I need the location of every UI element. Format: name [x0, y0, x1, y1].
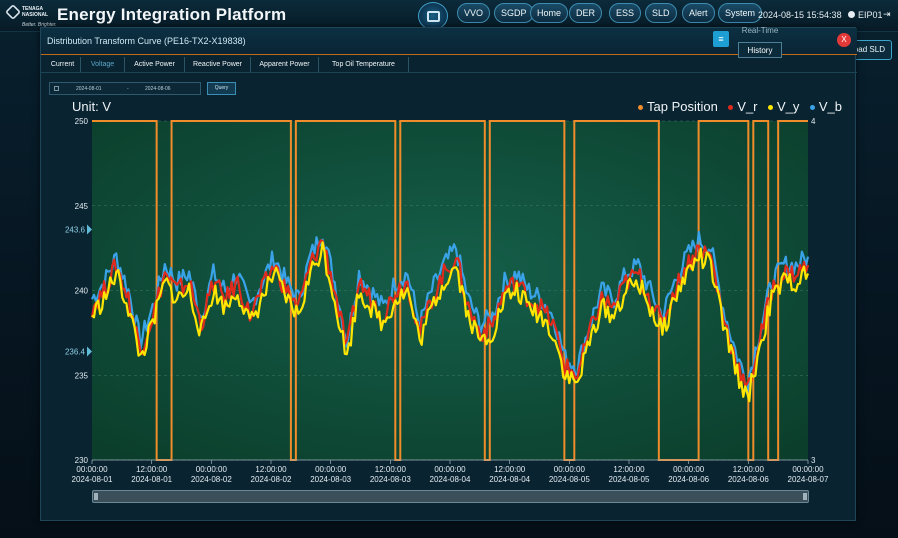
- x-tick-time: 12:00:00: [136, 465, 168, 474]
- date-start[interactable]: 2024-08-01: [76, 86, 102, 92]
- tab-divider: [41, 72, 857, 73]
- load-sld-button[interactable]: Load SLD: [846, 40, 892, 60]
- legend-v-r[interactable]: V_r: [728, 99, 758, 114]
- x-tick-time: 12:00:00: [255, 465, 287, 474]
- date-range-picker[interactable]: 2024-08-01 - 2024-08-06: [49, 82, 201, 95]
- y-marker-arrow: [87, 346, 92, 357]
- x-tick-time: 12:00:00: [375, 465, 407, 474]
- nav-home[interactable]: Home: [530, 3, 569, 23]
- series-v-y: [91, 241, 810, 403]
- legend-v-y[interactable]: V_y: [767, 99, 799, 114]
- x-tick-date: 2024-08-01: [131, 475, 172, 484]
- tab-active-power[interactable]: Active Power: [125, 57, 185, 72]
- app-title: Energy Integration Platform: [57, 5, 287, 24]
- voltage-chart: 23023524024525034243.6236.400:00:002024-…: [65, 117, 829, 484]
- x-tick-date: 2024-08-06: [668, 475, 709, 484]
- x-tick-time: 00:00:00: [434, 465, 466, 474]
- y-marker-arrow: [87, 224, 92, 235]
- x-tick-date: 2024-08-03: [370, 475, 411, 484]
- x-tick-time: 12:00:00: [733, 465, 765, 474]
- tab-apparent-power[interactable]: Apparent Power: [251, 57, 319, 72]
- logo-tagline: Better. Brighter.: [22, 22, 57, 28]
- zoom-handle-left[interactable]: [94, 493, 98, 500]
- x-tick-time: 12:00:00: [613, 465, 645, 474]
- close-button[interactable]: X: [837, 33, 851, 47]
- dialog-header: Distribution Transform Curve (PE16-TX2-X…: [41, 28, 857, 55]
- x-tick-time: 00:00:00: [673, 465, 705, 474]
- dialog-title: Distribution Transform Curve (PE16-TX2-X…: [47, 36, 246, 46]
- logo-text: TENAGA NASIONAL: [22, 6, 49, 18]
- x-tick-date: 2024-08-07: [788, 475, 829, 484]
- nav-hub-icon[interactable]: [418, 2, 448, 30]
- x-tick-time: 00:00:00: [196, 465, 228, 474]
- calendar-icon: [54, 86, 59, 91]
- x-tick-date: 2024-08-03: [310, 475, 351, 484]
- tab-current[interactable]: Current: [45, 57, 81, 72]
- x-tick-time: 12:00:00: [494, 465, 526, 474]
- user-name: EIP01: [858, 10, 883, 20]
- y-tick-label: 245: [75, 202, 89, 211]
- y-marker-label: 236.4: [65, 348, 86, 357]
- y-right-tick-label: 4: [811, 117, 816, 126]
- logout-icon[interactable]: ⇥: [883, 9, 891, 19]
- y-tick-label: 235: [75, 371, 89, 380]
- logo-mark-icon: [5, 4, 21, 20]
- x-tick-time: 00:00:00: [76, 465, 108, 474]
- nav-vvo[interactable]: VVO: [457, 3, 491, 23]
- chart-legend: Tap Position V_r V_y V_b: [638, 98, 848, 114]
- nav-der[interactable]: DER: [569, 3, 603, 23]
- menu-icon[interactable]: ≡: [713, 31, 729, 47]
- mode-option-realtime[interactable]: Real-Time: [741, 26, 779, 35]
- date-end[interactable]: 2024-08-06: [145, 86, 171, 92]
- zoom-scrollbar[interactable]: [92, 490, 809, 503]
- x-tick-time: 00:00:00: [315, 465, 347, 474]
- x-tick-date: 2024-08-04: [430, 475, 471, 484]
- query-button[interactable]: Query: [207, 82, 236, 95]
- x-tick-time: 00:00:00: [792, 465, 824, 474]
- nav-sgdp[interactable]: SGDP: [494, 3, 534, 23]
- legend-v-b[interactable]: V_b: [809, 99, 842, 114]
- x-tick-date: 2024-08-06: [728, 475, 769, 484]
- tab-voltage[interactable]: Voltage: [81, 57, 125, 72]
- nav-sld[interactable]: SLD: [645, 3, 677, 23]
- curve-dialog: Distribution Transform Curve (PE16-TX2-X…: [40, 24, 857, 521]
- series-tap-position: [92, 120, 808, 461]
- user-icon: [848, 11, 855, 18]
- company-logo: TENAGA NASIONAL Better. Brighter.: [4, 3, 57, 31]
- y-tick-label: 240: [75, 287, 89, 296]
- user-menu[interactable]: EIP01: [848, 10, 883, 20]
- series-v-r: [90, 239, 810, 388]
- x-tick-date: 2024-08-05: [549, 475, 590, 484]
- x-tick-date: 2024-08-01: [72, 475, 113, 484]
- legend-tap-position[interactable]: Tap Position: [638, 99, 718, 114]
- y-right-tick-label: 3: [811, 456, 816, 465]
- series-v-b: [91, 230, 810, 395]
- x-tick-date: 2024-08-04: [489, 475, 530, 484]
- mode-option-history[interactable]: History: [738, 42, 782, 58]
- top-bar: TENAGA NASIONAL Better. Brighter. Energy …: [0, 0, 898, 32]
- tab-reactive-power[interactable]: Reactive Power: [185, 57, 251, 72]
- unit-label: Unit: V: [72, 99, 112, 114]
- tab-top-oil-temperature[interactable]: Top Oil Temperature: [319, 57, 409, 72]
- date-separator: -: [127, 86, 129, 92]
- x-tick-date: 2024-08-02: [191, 475, 232, 484]
- zoom-handle-right[interactable]: [803, 493, 807, 500]
- mode-dropdown: Real-Time History: [738, 24, 784, 62]
- nav-alert[interactable]: Alert: [682, 3, 715, 23]
- nav-system[interactable]: System: [718, 3, 763, 23]
- x-tick-time: 00:00:00: [554, 465, 586, 474]
- y-marker-label: 243.6: [65, 225, 86, 234]
- y-tick-label: 230: [75, 456, 89, 465]
- x-tick-date: 2024-08-02: [251, 475, 292, 484]
- x-tick-date: 2024-08-05: [609, 475, 650, 484]
- datetime-display: 2024-08-15 15:54:38: [758, 10, 842, 20]
- y-tick-label: 250: [75, 117, 89, 126]
- nav-ess[interactable]: ESS: [609, 3, 642, 23]
